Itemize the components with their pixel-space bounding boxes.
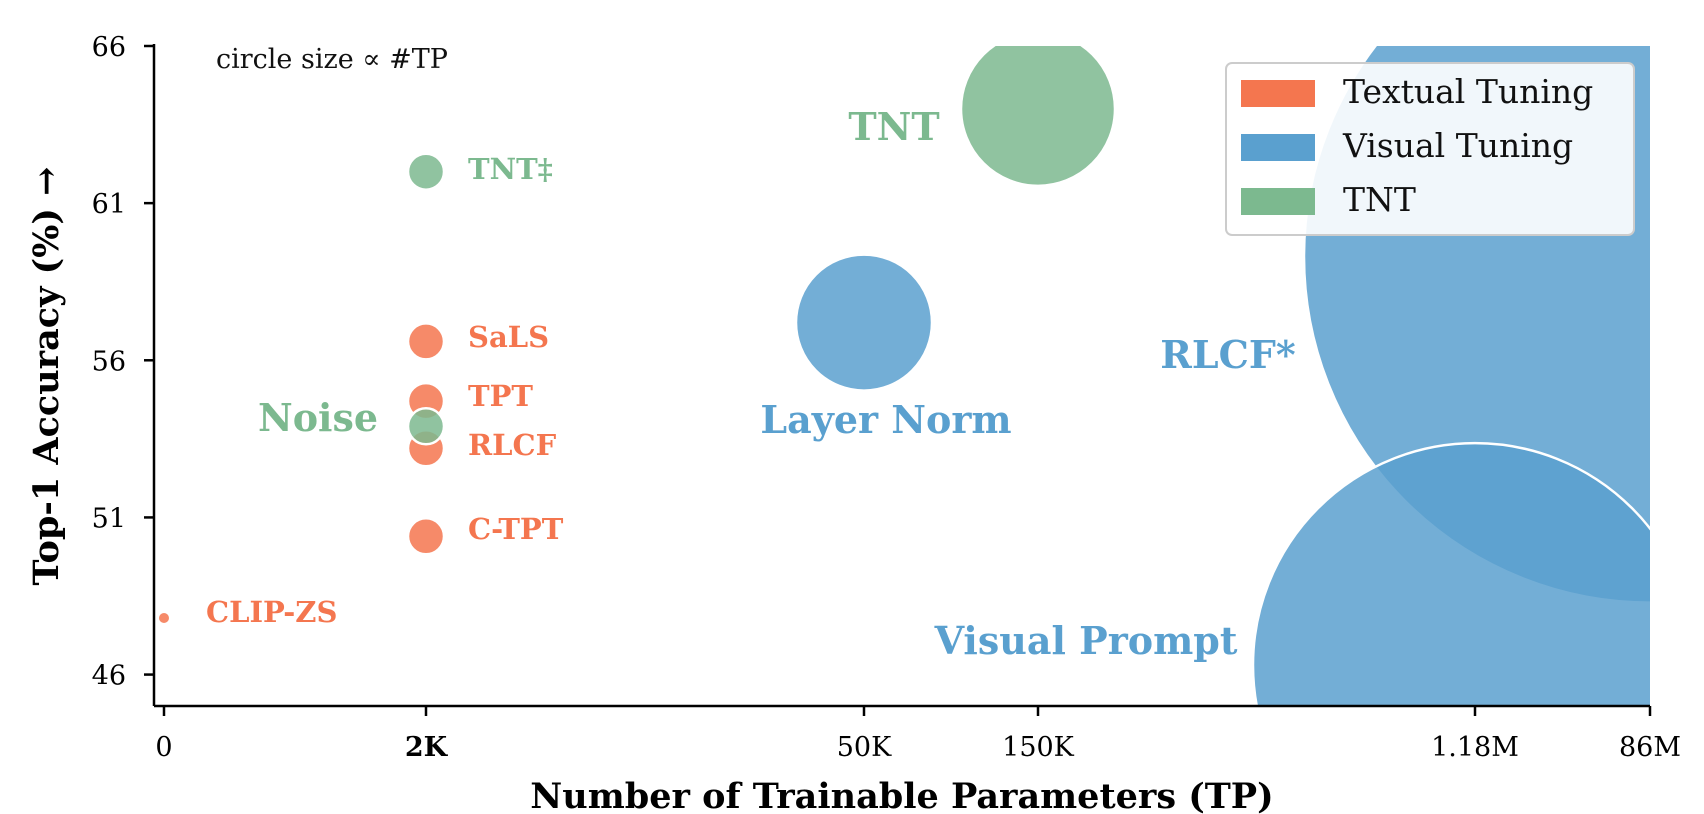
legend-swatch-tnt [1241,188,1315,215]
point-label-rlcf: RLCF [468,428,557,462]
bubble-clip-zs [159,613,169,623]
y-tick-label-61: 61 [92,189,126,220]
bubble-visual-prompt [1251,441,1650,706]
x-tick-label-2k: 2K [405,732,449,763]
x-tick-label-1-18m: 1.18M [1431,732,1519,763]
point-label-c-tpt: C-TPT [468,512,564,546]
y-tick-label-51: 51 [92,503,126,534]
x-tick-label-0: 0 [155,732,172,763]
legend-label-visual-tuning: Visual Tuning [1342,126,1573,165]
size-annotation: circle size ∝ #TP [216,44,448,75]
axes [152,44,1650,708]
point-label-tnt: TNT [848,104,939,149]
bubble-tnt [959,46,1117,188]
x-tick-label-86m: 86M [1619,732,1681,763]
point-label-visual-prompt: Visual Prompt [934,618,1238,663]
legend-box [1225,62,1635,236]
legend-label-textual-tuning: Textual Tuning [1343,72,1593,111]
point-label-clip-zs: CLIP-ZS [206,595,337,629]
bubble-layer-norm [794,253,934,392]
x-axis-label: Number of Trainable Parameters (TP) [530,776,1273,814]
point-label-tpt: TPT [468,379,533,413]
y-ticks: 46 51 56 61 66 [92,32,154,692]
y-tick-label-66: 66 [92,32,126,63]
point-label-noise: Noise [258,395,378,440]
legend-label-tnt: TNT [1343,180,1416,219]
point-label-sals: SaLS [468,320,549,354]
y-axis-label: Top-1 Accuracy (%) → [26,167,67,586]
y-tick-label-46: 46 [92,661,126,692]
bubble-sals [406,322,446,361]
bubble-tnt [406,152,446,191]
bubble-noise [406,407,446,446]
x-tick-label-150k: 150K [1002,732,1075,763]
legend-swatch-textual-tuning [1241,80,1315,107]
y-tick-label-56: 56 [92,346,126,377]
point-label-rlcf: RLCF* [1160,332,1296,377]
legend: Textual Tuning Visual Tuning TNT [1225,62,1635,236]
point-label-tnt: TNT‡ [468,152,553,186]
legend-swatch-visual-tuning [1241,134,1315,161]
point-label-layer-norm: Layer Norm [760,397,1011,442]
x-tick-label-50k: 50K [837,732,892,763]
bubble-c-tpt [406,517,446,556]
x-ticks: 0 2K 50K 150K 1.18M 86M [155,706,1681,763]
point-label-layer: CLIP-ZS C-TPT RLCF TPT SaLS Layer Norm Visual … [206,104,1296,663]
